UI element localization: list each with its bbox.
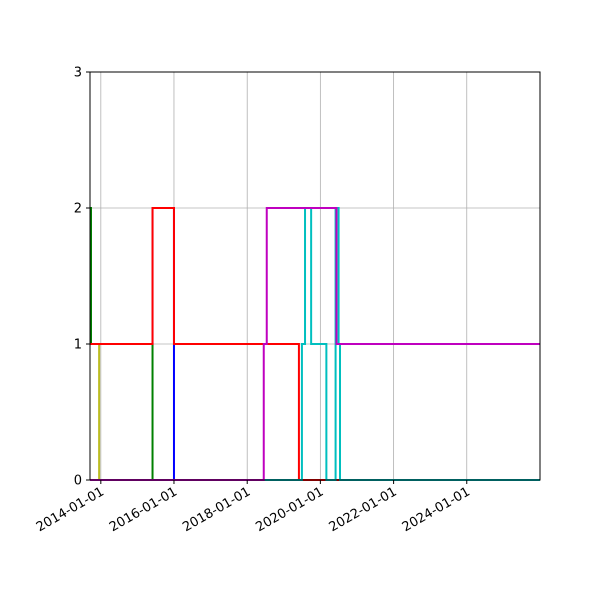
x-tick-label: 2016-01-01 <box>107 484 180 535</box>
y-tick-label: 2 <box>74 202 82 217</box>
x-tick-label: 2018-01-01 <box>180 484 253 535</box>
x-tick-label: 2014-01-01 <box>34 484 107 535</box>
y-tick-label: 1 <box>74 338 82 353</box>
plot-frame <box>89 71 541 481</box>
series-line-6 <box>90 207 540 481</box>
x-tick-label: 2024-01-01 <box>400 484 473 535</box>
x-tick-label: 2022-01-01 <box>327 484 400 535</box>
series-line-4 <box>90 207 540 481</box>
grid <box>90 71 540 481</box>
y-tick-label: 3 <box>74 66 82 81</box>
x-tick-label: 2020-01-01 <box>253 484 326 535</box>
y-tick-label: 0 <box>74 474 82 489</box>
series-line-1 <box>90 343 540 481</box>
